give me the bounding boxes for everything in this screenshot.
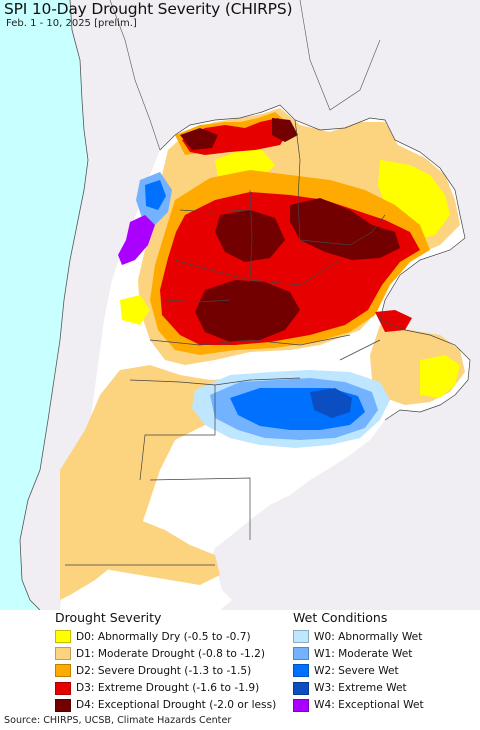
wet-legend-heading: Wet Conditions [293, 610, 388, 625]
legend-label-w4: W4: Exceptional Wet [314, 699, 424, 712]
legend-swatch-d0 [55, 630, 71, 644]
drought-legend-heading: Drought Severity [55, 610, 162, 625]
legend-label-d1: D1: Moderate Drought (-0.8 to -1.2) [76, 647, 265, 660]
legend-swatch-w0 [293, 630, 309, 644]
legend-swatch-w3 [293, 681, 309, 695]
chile-coast-line [19, 0, 89, 610]
drought-legend: Drought Severity D0: Abnormally Dry (-0.… [55, 610, 276, 714]
legend-item-d3: D3: Extreme Drought (-1.6 to -1.9) [55, 680, 276, 697]
w3-core [310, 388, 352, 418]
legend-label-d2: D2: Severe Drought (-1.3 to -1.5) [76, 664, 252, 677]
legend-item-d4: D4: Exceptional Drought (-2.0 or less) [55, 697, 276, 714]
d4-east [290, 198, 400, 260]
region-borders [65, 104, 471, 566]
legend-item-d1: D1: Moderate Drought (-0.8 to -1.2) [55, 645, 276, 662]
legend-swatch-w4 [293, 698, 309, 712]
legend-label-w1: W1: Moderate Wet [314, 647, 413, 660]
d0-west [120, 295, 150, 325]
legend-label-d3: D3: Extreme Drought (-1.6 to -1.9) [76, 682, 260, 695]
legend-label-d4: D4: Exceptional Drought (-2.0 or less) [76, 699, 277, 712]
legend-label-w3: W3: Extreme Wet [314, 682, 407, 695]
legend-item-w3: W3: Extreme Wet [293, 680, 424, 697]
w2-andes [145, 180, 166, 210]
legend-swatch-d3 [55, 681, 71, 695]
legend-item-w4: W4: Exceptional Wet [293, 697, 424, 714]
d0-uruguay-east [420, 355, 460, 398]
legend-label-w2: W2: Severe Wet [314, 664, 399, 677]
legend-swatch-w1 [293, 647, 309, 661]
d3-east-strip [375, 310, 412, 332]
legend-item-w0: W0: Abnormally Wet [293, 628, 424, 645]
d4-north [180, 128, 218, 150]
legend-item-d2: D2: Severe Drought (-1.3 to -1.5) [55, 662, 276, 679]
d1-south-patch [90, 500, 220, 585]
source-credit: Source: CHIRPS, UCSB, Climate Hazards Ce… [4, 715, 232, 726]
w4-andes [118, 215, 155, 265]
legend-label-w0: W0: Abnormally Wet [314, 630, 423, 643]
drought-map [0, 0, 480, 610]
legend-swatch-d4 [55, 698, 71, 712]
legend-swatch-d2 [55, 664, 71, 678]
d4-north-2 [272, 118, 298, 142]
legend-label-d0: D0: Abnormally Dry (-0.5 to -0.7) [76, 630, 251, 643]
legend-swatch-d1 [55, 647, 71, 661]
legend-item-d0: D0: Abnormally Dry (-0.5 to -0.7) [55, 628, 276, 645]
legend-item-w1: W1: Moderate Wet [293, 645, 424, 662]
outer-border-lines [109, 0, 381, 151]
map-subtitle: Feb. 1 - 10, 2025 [prelim.] [6, 18, 137, 29]
legend-swatch-w2 [293, 664, 309, 678]
wet-legend: Wet Conditions W0: Abnormally Wet W1: Mo… [293, 610, 424, 714]
map-title: SPI 10-Day Drought Severity (CHIRPS) [4, 0, 293, 18]
d4-core-a [195, 280, 300, 342]
d4-core-b [215, 210, 285, 262]
legend-item-w2: W2: Severe Wet [293, 662, 424, 679]
